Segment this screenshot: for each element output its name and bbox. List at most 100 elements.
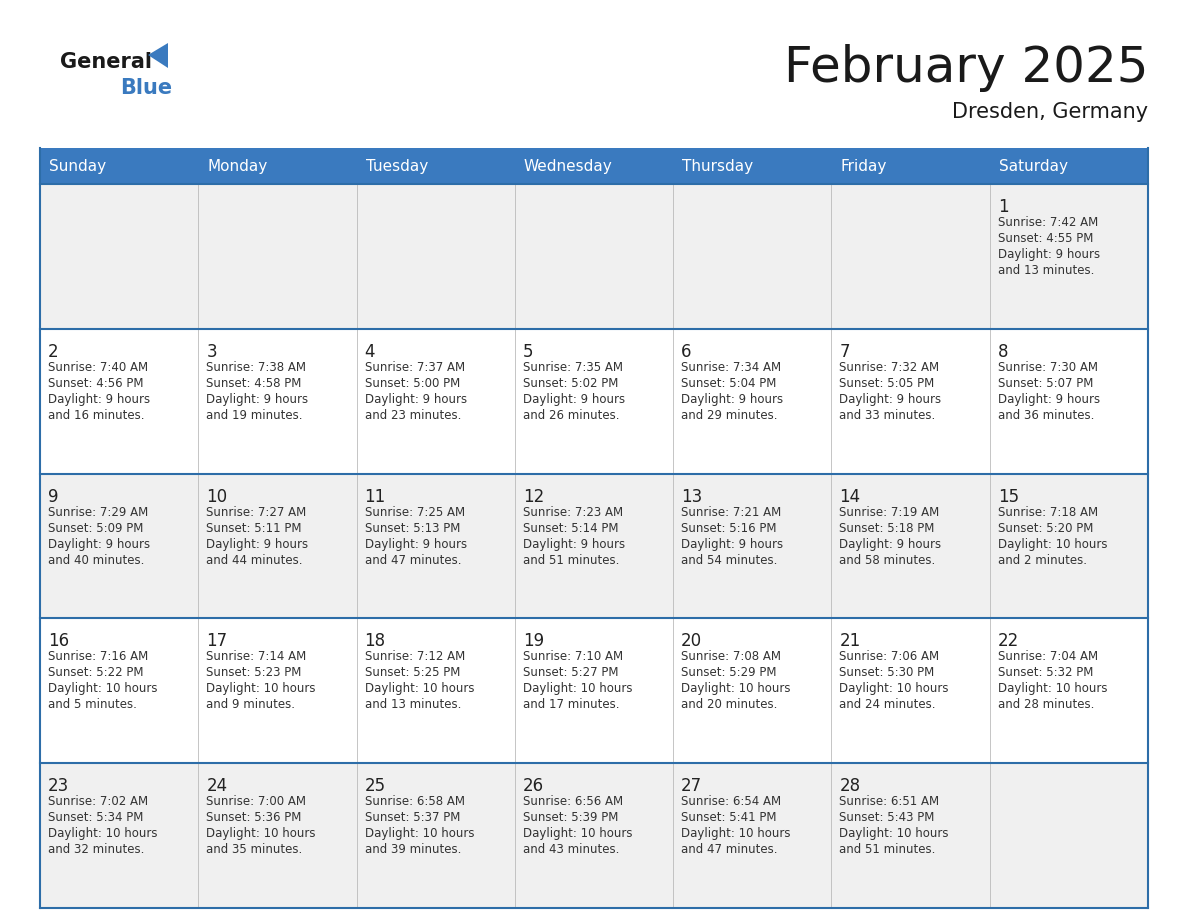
- Text: and 47 minutes.: and 47 minutes.: [681, 844, 778, 856]
- Bar: [356, 148, 514, 184]
- Text: Sunset: 5:16 PM: Sunset: 5:16 PM: [681, 521, 777, 534]
- Text: Sunrise: 7:37 AM: Sunrise: 7:37 AM: [365, 361, 465, 374]
- Text: Daylight: 9 hours: Daylight: 9 hours: [365, 393, 467, 406]
- Text: Sunrise: 7:35 AM: Sunrise: 7:35 AM: [523, 361, 623, 374]
- Text: Sunset: 5:14 PM: Sunset: 5:14 PM: [523, 521, 619, 534]
- Text: Sunrise: 7:04 AM: Sunrise: 7:04 AM: [998, 650, 1098, 664]
- Text: 23: 23: [48, 778, 69, 795]
- Text: Blue: Blue: [120, 78, 172, 98]
- Text: Sunday: Sunday: [49, 159, 106, 174]
- Text: Daylight: 10 hours: Daylight: 10 hours: [681, 827, 791, 840]
- Text: 10: 10: [207, 487, 227, 506]
- Text: Sunset: 5:29 PM: Sunset: 5:29 PM: [681, 666, 777, 679]
- Text: Sunset: 5:13 PM: Sunset: 5:13 PM: [365, 521, 460, 534]
- Text: Sunrise: 7:29 AM: Sunrise: 7:29 AM: [48, 506, 148, 519]
- Text: 24: 24: [207, 778, 227, 795]
- Text: Sunrise: 7:06 AM: Sunrise: 7:06 AM: [840, 650, 940, 664]
- Text: Daylight: 9 hours: Daylight: 9 hours: [523, 393, 625, 406]
- Text: Sunset: 4:58 PM: Sunset: 4:58 PM: [207, 376, 302, 390]
- Text: Daylight: 10 hours: Daylight: 10 hours: [207, 682, 316, 696]
- Text: and 17 minutes.: and 17 minutes.: [523, 699, 619, 711]
- Text: Sunrise: 7:40 AM: Sunrise: 7:40 AM: [48, 361, 148, 374]
- Text: Sunset: 5:22 PM: Sunset: 5:22 PM: [48, 666, 144, 679]
- Text: Sunset: 5:30 PM: Sunset: 5:30 PM: [840, 666, 935, 679]
- Bar: [40, 763, 1148, 908]
- Text: and 51 minutes.: and 51 minutes.: [523, 554, 619, 566]
- Bar: [832, 148, 990, 184]
- Text: Sunset: 5:36 PM: Sunset: 5:36 PM: [207, 812, 302, 824]
- Text: and 20 minutes.: and 20 minutes.: [681, 699, 777, 711]
- Text: 15: 15: [998, 487, 1019, 506]
- Text: and 32 minutes.: and 32 minutes.: [48, 844, 145, 856]
- Text: 20: 20: [681, 633, 702, 650]
- Text: Sunset: 5:02 PM: Sunset: 5:02 PM: [523, 376, 618, 390]
- Text: Wednesday: Wednesday: [524, 159, 613, 174]
- Text: 28: 28: [840, 778, 860, 795]
- Text: 3: 3: [207, 342, 217, 361]
- Text: and 24 minutes.: and 24 minutes.: [840, 699, 936, 711]
- Text: and 51 minutes.: and 51 minutes.: [840, 844, 936, 856]
- Text: and 29 minutes.: and 29 minutes.: [681, 409, 778, 421]
- Text: Sunset: 5:09 PM: Sunset: 5:09 PM: [48, 521, 144, 534]
- Text: and 58 minutes.: and 58 minutes.: [840, 554, 936, 566]
- Text: 11: 11: [365, 487, 386, 506]
- Text: Sunrise: 7:19 AM: Sunrise: 7:19 AM: [840, 506, 940, 519]
- Text: and 13 minutes.: and 13 minutes.: [365, 699, 461, 711]
- Text: Daylight: 9 hours: Daylight: 9 hours: [998, 393, 1100, 406]
- Text: Sunset: 5:32 PM: Sunset: 5:32 PM: [998, 666, 1093, 679]
- Text: Sunset: 5:23 PM: Sunset: 5:23 PM: [207, 666, 302, 679]
- Text: Daylight: 10 hours: Daylight: 10 hours: [48, 827, 158, 840]
- Text: Sunset: 4:55 PM: Sunset: 4:55 PM: [998, 232, 1093, 245]
- Text: and 33 minutes.: and 33 minutes.: [840, 409, 936, 421]
- Text: and 2 minutes.: and 2 minutes.: [998, 554, 1087, 566]
- Text: 4: 4: [365, 342, 375, 361]
- Text: Dresden, Germany: Dresden, Germany: [952, 102, 1148, 122]
- Bar: [40, 329, 1148, 474]
- Text: Daylight: 9 hours: Daylight: 9 hours: [207, 538, 309, 551]
- Text: 13: 13: [681, 487, 702, 506]
- Text: 12: 12: [523, 487, 544, 506]
- Text: February 2025: February 2025: [784, 44, 1148, 92]
- Text: Daylight: 9 hours: Daylight: 9 hours: [840, 538, 942, 551]
- Text: Sunrise: 7:12 AM: Sunrise: 7:12 AM: [365, 650, 465, 664]
- Text: Sunset: 5:11 PM: Sunset: 5:11 PM: [207, 521, 302, 534]
- Text: Sunrise: 7:02 AM: Sunrise: 7:02 AM: [48, 795, 148, 808]
- Text: Thursday: Thursday: [682, 159, 753, 174]
- Text: Sunset: 5:41 PM: Sunset: 5:41 PM: [681, 812, 777, 824]
- Text: Daylight: 10 hours: Daylight: 10 hours: [48, 682, 158, 696]
- Text: Sunset: 5:43 PM: Sunset: 5:43 PM: [840, 812, 935, 824]
- Text: and 35 minutes.: and 35 minutes.: [207, 844, 303, 856]
- Text: 9: 9: [48, 487, 58, 506]
- Text: Sunrise: 7:16 AM: Sunrise: 7:16 AM: [48, 650, 148, 664]
- Text: and 13 minutes.: and 13 minutes.: [998, 264, 1094, 277]
- Text: Sunset: 5:18 PM: Sunset: 5:18 PM: [840, 521, 935, 534]
- Text: Sunrise: 7:08 AM: Sunrise: 7:08 AM: [681, 650, 782, 664]
- Text: 16: 16: [48, 633, 69, 650]
- Text: Sunrise: 7:18 AM: Sunrise: 7:18 AM: [998, 506, 1098, 519]
- Text: Sunrise: 6:54 AM: Sunrise: 6:54 AM: [681, 795, 782, 808]
- Text: Sunrise: 6:56 AM: Sunrise: 6:56 AM: [523, 795, 623, 808]
- Text: Sunset: 5:00 PM: Sunset: 5:00 PM: [365, 376, 460, 390]
- Bar: [40, 184, 1148, 329]
- Text: Daylight: 9 hours: Daylight: 9 hours: [48, 538, 150, 551]
- Text: Daylight: 9 hours: Daylight: 9 hours: [48, 393, 150, 406]
- Text: Daylight: 9 hours: Daylight: 9 hours: [840, 393, 942, 406]
- Text: Sunset: 5:39 PM: Sunset: 5:39 PM: [523, 812, 618, 824]
- Text: and 54 minutes.: and 54 minutes.: [681, 554, 777, 566]
- Text: 1: 1: [998, 198, 1009, 216]
- Text: Sunset: 5:07 PM: Sunset: 5:07 PM: [998, 376, 1093, 390]
- Text: General: General: [61, 52, 152, 72]
- Text: Daylight: 10 hours: Daylight: 10 hours: [840, 682, 949, 696]
- Text: Sunset: 5:20 PM: Sunset: 5:20 PM: [998, 521, 1093, 534]
- Text: 2: 2: [48, 342, 58, 361]
- Text: Sunrise: 7:30 AM: Sunrise: 7:30 AM: [998, 361, 1098, 374]
- Text: Daylight: 10 hours: Daylight: 10 hours: [523, 682, 632, 696]
- Bar: [990, 148, 1148, 184]
- Text: Sunrise: 7:21 AM: Sunrise: 7:21 AM: [681, 506, 782, 519]
- Text: 5: 5: [523, 342, 533, 361]
- Text: 19: 19: [523, 633, 544, 650]
- Text: Tuesday: Tuesday: [366, 159, 428, 174]
- Text: Daylight: 10 hours: Daylight: 10 hours: [681, 682, 791, 696]
- Bar: [674, 148, 832, 184]
- Text: Daylight: 10 hours: Daylight: 10 hours: [998, 682, 1107, 696]
